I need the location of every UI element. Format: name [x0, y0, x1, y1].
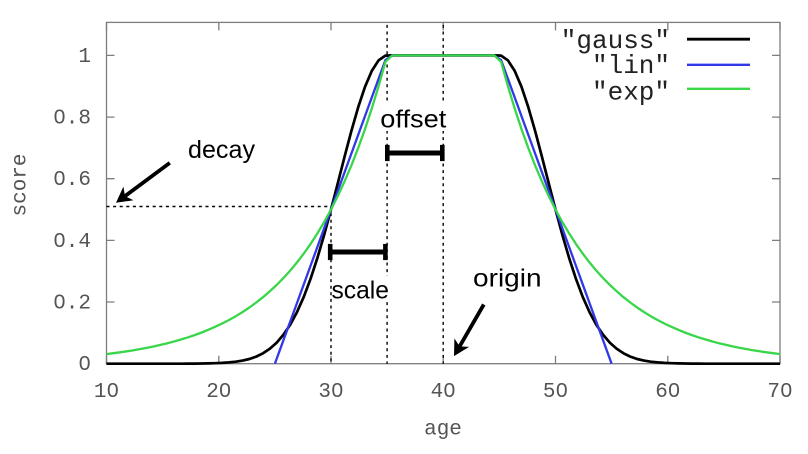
svg-text:"exp": "exp" — [592, 78, 670, 108]
svg-text:0.6: 0.6 — [53, 169, 91, 192]
svg-text:scale: scale — [331, 276, 389, 304]
svg-text:offset: offset — [380, 106, 446, 134]
svg-text:0.4: 0.4 — [53, 231, 91, 254]
svg-text:"gauss": "gauss" — [561, 26, 670, 56]
svg-text:score: score — [10, 153, 33, 216]
svg-text:70: 70 — [767, 381, 792, 404]
svg-text:0.2: 0.2 — [53, 292, 91, 315]
svg-text:0.8: 0.8 — [53, 108, 91, 131]
svg-text:"lin": "lin" — [592, 51, 670, 81]
svg-text:origin: origin — [473, 265, 542, 293]
svg-text:20: 20 — [206, 381, 231, 404]
svg-text:40: 40 — [431, 381, 456, 404]
svg-text:1: 1 — [78, 46, 91, 69]
svg-text:30: 30 — [318, 381, 343, 404]
svg-text:decay: decay — [188, 136, 255, 164]
svg-text:50: 50 — [543, 381, 568, 404]
svg-text:0: 0 — [78, 354, 91, 377]
svg-text:60: 60 — [655, 381, 680, 404]
svg-text:10: 10 — [94, 381, 119, 404]
svg-text:age: age — [424, 419, 462, 442]
